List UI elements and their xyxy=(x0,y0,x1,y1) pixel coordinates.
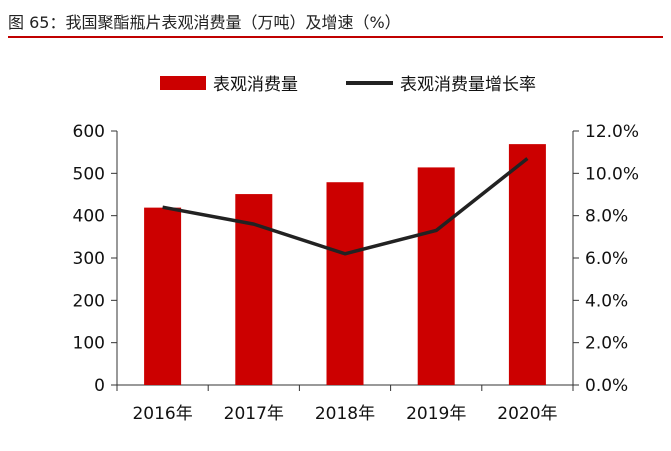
axes: 0 100 200 300 400 500 600 0.0% 2.0% 4.0% 6.0% 8.0% 1… xyxy=(73,122,639,396)
left-tick-label: 400 xyxy=(73,207,105,227)
right-tick-label: 8.0% xyxy=(585,207,628,227)
legend-bar-label: 表观消费量 xyxy=(213,75,298,95)
figure-title: 图 65：我国聚酯瓶片表观消费量（万吨）及增速（%） xyxy=(8,13,401,32)
x-tick-label: 2017年 xyxy=(224,404,284,424)
growth-line-layer xyxy=(162,157,529,256)
bar xyxy=(144,207,182,385)
bar xyxy=(417,167,455,385)
x-tick-labels: 2016年 2017年 2018年 2019年 2020年 xyxy=(132,404,557,424)
legend-line-label: 表观消费量增长率 xyxy=(400,75,536,95)
left-tick-label: 500 xyxy=(73,164,105,184)
left-tick-label: 0 xyxy=(94,376,105,396)
bars xyxy=(144,144,546,385)
left-tick-label: 600 xyxy=(73,122,105,142)
left-tick-label: 200 xyxy=(73,291,105,311)
bar xyxy=(326,182,364,385)
x-tick-label: 2016年 xyxy=(132,404,192,424)
right-tick-label: 0.0% xyxy=(585,376,628,396)
right-tick-label: 10.0% xyxy=(585,164,639,184)
x-tick-label: 2018年 xyxy=(315,404,375,424)
right-tick-label: 6.0% xyxy=(585,249,628,269)
bar xyxy=(508,144,546,385)
left-tick-label: 100 xyxy=(73,334,105,354)
title-rule xyxy=(8,36,663,38)
right-tick-label: 2.0% xyxy=(585,334,628,354)
right-tick-label: 12.0% xyxy=(585,122,639,142)
left-tick-label: 300 xyxy=(73,249,105,269)
legend-bar-swatch xyxy=(160,76,206,90)
right-tick-label: 4.0% xyxy=(585,291,628,311)
legend: 表观消费量 表观消费量增长率 xyxy=(160,75,536,95)
x-tick-label: 2020年 xyxy=(497,404,557,424)
x-tick-label: 2019年 xyxy=(406,404,466,424)
